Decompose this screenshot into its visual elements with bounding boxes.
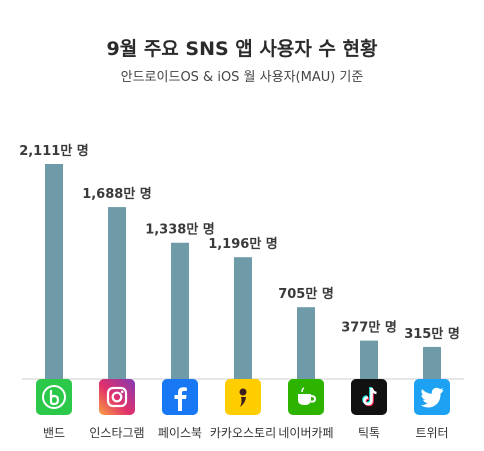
- bar-5: [360, 340, 378, 379]
- category-label-facebook: 페이스북: [157, 426, 203, 440]
- value-label-2: 1,338만 명: [145, 222, 215, 238]
- chart-title: 9월 주요 SNS 앱 사용자 수 현황: [106, 38, 378, 60]
- value-label-0: 2,111만 명: [19, 143, 89, 159]
- chart-subtitle: 안드로이드OS & iOS 월 사용자(MAU) 기준: [120, 70, 364, 85]
- twitter-icon: [414, 379, 450, 415]
- tiktok-icon: [351, 379, 387, 415]
- instagram-icon: [99, 379, 135, 415]
- value-label-6: 315만 명: [404, 326, 460, 342]
- category-label-tiktok: 틱톡: [357, 426, 381, 440]
- bar-2: [171, 242, 189, 379]
- kakaostory-icon: [225, 379, 261, 415]
- category-label-kakaostory: 카카오스토리: [209, 426, 277, 440]
- value-label-5: 377만 명: [341, 320, 397, 336]
- value-label-1: 1,688만 명: [82, 186, 152, 202]
- bar-1: [108, 207, 126, 379]
- naver-cafe-icon: [288, 379, 324, 415]
- bar-4: [297, 307, 315, 379]
- band-icon: [36, 379, 72, 415]
- value-label-3: 1,196만 명: [208, 236, 278, 252]
- value-label-4: 705만 명: [278, 286, 334, 302]
- category-label-instagram: 인스타그램: [89, 426, 145, 440]
- bar-6: [423, 346, 441, 379]
- facebook-icon: [162, 379, 198, 415]
- category-label-twitter: 트위터: [415, 426, 449, 440]
- bar-3: [234, 257, 252, 379]
- category-label-naver-cafe: 네이버카페: [278, 426, 334, 440]
- category-label-band: 밴드: [42, 426, 66, 440]
- bar-0: [45, 164, 63, 379]
